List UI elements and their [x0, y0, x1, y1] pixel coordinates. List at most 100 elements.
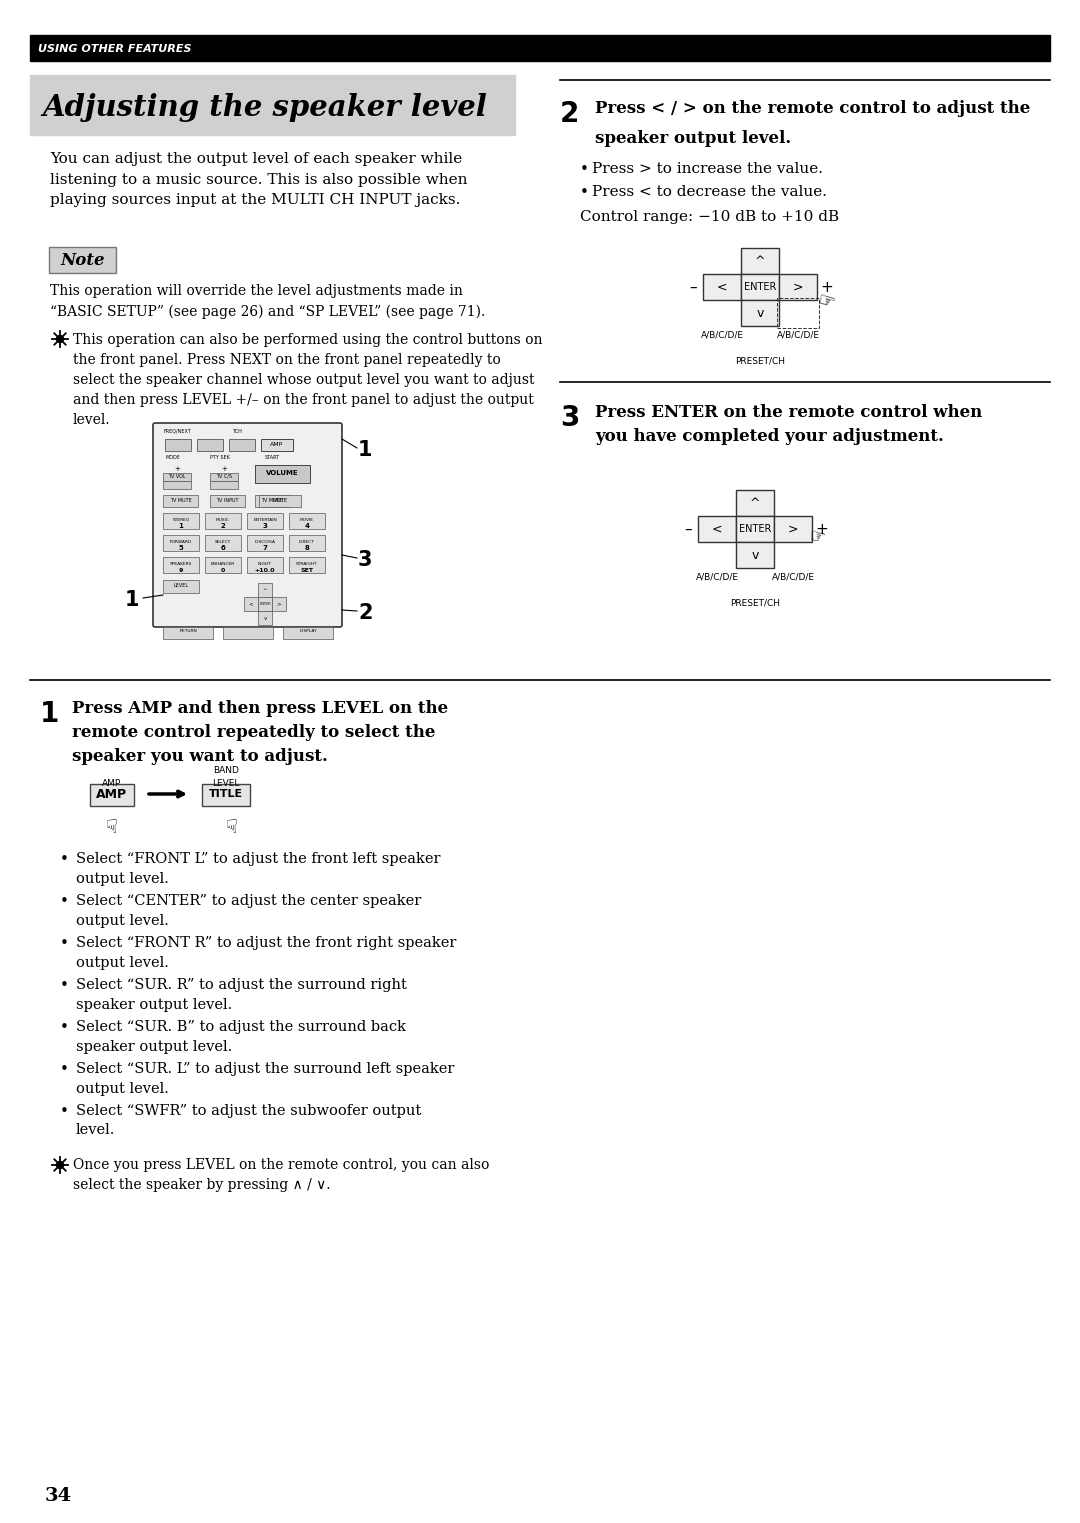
- Text: LEVEL: LEVEL: [213, 778, 240, 787]
- Text: <: <: [712, 522, 723, 536]
- Text: AMP: AMP: [96, 787, 127, 801]
- Bar: [229, 439, 255, 451]
- Text: ^: ^: [262, 588, 268, 592]
- Bar: [261, 439, 293, 451]
- Bar: [30, 35, 1050, 61]
- Bar: [258, 597, 272, 611]
- Text: Select “FRONT R” to adjust the front right speaker
output level.: Select “FRONT R” to adjust the front rig…: [76, 937, 457, 970]
- Text: 3: 3: [262, 522, 268, 528]
- Text: –: –: [685, 521, 692, 536]
- Text: A/B/C/D/E: A/B/C/D/E: [701, 330, 743, 340]
- Text: ☟: ☟: [226, 818, 238, 838]
- Text: Press < to decrease the value.: Press < to decrease the value.: [592, 184, 827, 200]
- Text: Adjusting the speaker level: Adjusting the speaker level: [42, 93, 487, 122]
- Bar: [289, 557, 325, 573]
- Text: •: •: [60, 894, 69, 909]
- Circle shape: [56, 1162, 64, 1168]
- Text: •: •: [60, 937, 69, 950]
- Bar: [247, 557, 283, 573]
- Text: +: +: [174, 466, 180, 472]
- Text: v: v: [752, 548, 758, 562]
- Text: +: +: [815, 521, 828, 536]
- Text: Select “SUR. R” to adjust the surround right
speaker output level.: Select “SUR. R” to adjust the surround r…: [76, 978, 407, 1011]
- Text: •: •: [580, 184, 589, 200]
- Bar: [90, 784, 134, 806]
- Bar: [163, 513, 199, 528]
- Bar: [163, 535, 199, 551]
- Bar: [197, 439, 222, 451]
- Text: FREQ/NEXT: FREQ/NEXT: [163, 428, 191, 434]
- Text: SELECT: SELECT: [215, 541, 231, 544]
- Text: v: v: [264, 615, 267, 620]
- Text: This operation can also be performed using the control buttons on
the front pane: This operation can also be performed usi…: [73, 334, 542, 426]
- Text: A/B/C/D/E: A/B/C/D/E: [777, 330, 820, 340]
- Text: STEREO: STEREO: [173, 518, 190, 522]
- Bar: [741, 300, 779, 326]
- Bar: [735, 516, 774, 542]
- Text: ENTER: ENTER: [259, 602, 271, 606]
- Text: MUSIC: MUSIC: [216, 518, 230, 522]
- Bar: [258, 583, 272, 597]
- Text: 4: 4: [305, 522, 310, 528]
- Text: AMP: AMP: [103, 778, 122, 787]
- Bar: [247, 535, 283, 551]
- FancyBboxPatch shape: [49, 247, 116, 273]
- Bar: [163, 557, 199, 573]
- Text: STRAIGHT: STRAIGHT: [296, 562, 318, 567]
- Text: You can adjust the output level of each speaker while
listening to a music sourc: You can adjust the output level of each …: [50, 152, 468, 207]
- Text: +: +: [221, 466, 227, 472]
- Text: TV VOL: TV VOL: [168, 474, 186, 478]
- Text: PTY SEK: PTY SEK: [210, 454, 230, 460]
- Text: <: <: [717, 280, 727, 294]
- Bar: [735, 490, 774, 516]
- Text: AMP: AMP: [270, 442, 284, 446]
- Text: 8: 8: [305, 545, 310, 551]
- Text: 3: 3: [357, 550, 373, 570]
- Text: 34: 34: [45, 1486, 72, 1505]
- Text: 2: 2: [561, 101, 579, 128]
- Bar: [779, 274, 816, 300]
- Text: 1: 1: [357, 440, 373, 460]
- Text: Press > to increase the value.: Press > to increase the value.: [592, 161, 823, 177]
- Bar: [205, 535, 241, 551]
- Text: ☟: ☟: [106, 818, 118, 838]
- Text: 5: 5: [178, 545, 184, 551]
- Bar: [774, 516, 812, 542]
- Bar: [698, 516, 735, 542]
- Text: 2: 2: [220, 522, 226, 528]
- Text: 1: 1: [178, 522, 184, 528]
- Text: ENTERTAIN: ENTERTAIN: [253, 518, 276, 522]
- Bar: [205, 513, 241, 528]
- Text: Select “SUR. B” to adjust the surround back
speaker output level.: Select “SUR. B” to adjust the surround b…: [76, 1020, 406, 1054]
- Text: Press < / > on the remote control to adjust the: Press < / > on the remote control to adj…: [595, 101, 1030, 117]
- Text: Select “SUR. L” to adjust the surround left speaker
output level.: Select “SUR. L” to adjust the surround l…: [76, 1062, 455, 1095]
- Bar: [163, 474, 191, 481]
- Text: ENTER: ENTER: [739, 524, 771, 535]
- Text: 3: 3: [561, 404, 579, 433]
- Text: •: •: [60, 1062, 69, 1077]
- Bar: [163, 580, 199, 592]
- Bar: [703, 274, 741, 300]
- Bar: [210, 481, 238, 489]
- Text: DISPLAY: DISPLAY: [299, 629, 316, 634]
- Text: ^: ^: [755, 254, 766, 268]
- Bar: [163, 481, 191, 489]
- Bar: [258, 611, 272, 624]
- FancyBboxPatch shape: [153, 423, 342, 627]
- Text: speaker output level.: speaker output level.: [595, 129, 792, 148]
- Text: DIRECT: DIRECT: [299, 541, 315, 544]
- Text: 1: 1: [40, 701, 59, 728]
- Bar: [289, 513, 325, 528]
- Bar: [210, 495, 245, 507]
- Text: Select “FRONT L” to adjust the front left speaker
output level.: Select “FRONT L” to adjust the front lef…: [76, 851, 441, 885]
- Text: Note: Note: [60, 251, 105, 268]
- Text: A/B/C/D/E: A/B/C/D/E: [696, 573, 739, 580]
- Text: <: <: [248, 602, 254, 606]
- Text: v: v: [756, 306, 764, 320]
- Bar: [272, 597, 286, 611]
- Text: A/B/C/D/E: A/B/C/D/E: [771, 573, 814, 580]
- Text: •: •: [60, 1104, 69, 1119]
- Text: ☞: ☞: [808, 527, 826, 547]
- Text: TCH: TCH: [232, 428, 242, 434]
- Text: 2: 2: [357, 603, 373, 623]
